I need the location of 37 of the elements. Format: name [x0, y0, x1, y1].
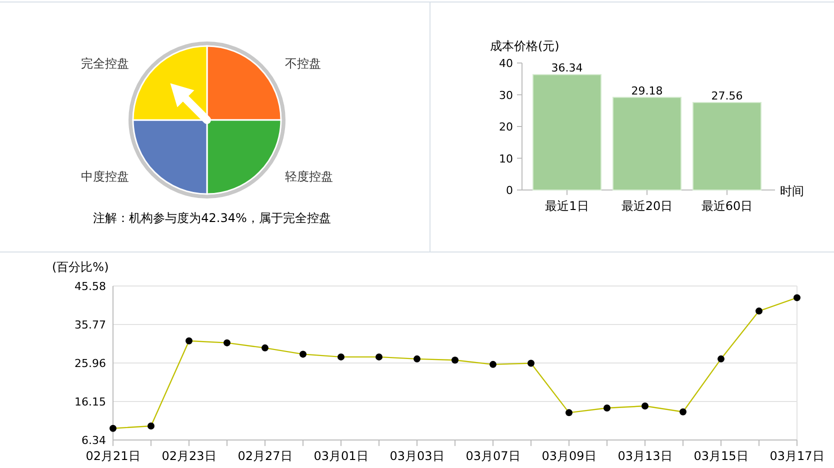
bar	[532, 74, 602, 190]
x-tick-label: 03月03日	[390, 449, 444, 463]
y-tick-label: 20	[499, 120, 513, 134]
data-label: 27.56	[711, 89, 743, 102]
bar	[612, 96, 682, 190]
x-tick-label: 03月07日	[466, 449, 520, 463]
y-tick-label: 0	[506, 184, 513, 197]
y-tick-label: 35.77	[74, 318, 106, 332]
x-tick-label: 03月15日	[694, 449, 748, 463]
x-tick-label: 03月17日	[770, 449, 824, 463]
data-label: 29.18	[631, 84, 663, 98]
slice-label: 轻度控盘	[285, 170, 333, 184]
y-tick-label: 30	[499, 88, 513, 102]
y-tick-label: 6.34	[82, 434, 106, 447]
x-tick-label: 最近1日	[545, 199, 589, 213]
x-tick-label: 02月27日	[238, 449, 292, 463]
slice-label: 不控盘	[285, 56, 321, 70]
y-tick-label: 40	[499, 57, 513, 70]
x-tick-label: 最近20日	[621, 199, 673, 213]
slice-label: 完全控盘	[81, 56, 129, 70]
x-tick-label: 02月23日	[162, 449, 216, 463]
x-axis-title: 时间	[780, 184, 804, 198]
data-label: 36.34	[551, 62, 583, 75]
slice-label: 中度控盘	[81, 170, 129, 184]
y-axis-title: 成本价格(元)	[490, 39, 560, 53]
y-axis-title: (百分比%)	[52, 260, 109, 274]
y-tick-label: 45.58	[74, 280, 106, 293]
x-tick-label: 03月13日	[618, 449, 672, 463]
x-tick-label: 03月09日	[542, 449, 596, 463]
x-tick-label: 02月21日	[86, 449, 140, 463]
x-tick-label: 03月01日	[314, 449, 368, 463]
bar	[692, 102, 762, 190]
y-tick-label: 16.15	[74, 396, 106, 408]
x-tick-label: 最近60日	[701, 199, 753, 213]
y-tick-label: 10	[499, 152, 513, 166]
y-tick-label: 25.96	[74, 357, 106, 370]
text: 注解：机构参与度为42.34%，属于完全控盘	[93, 211, 331, 225]
